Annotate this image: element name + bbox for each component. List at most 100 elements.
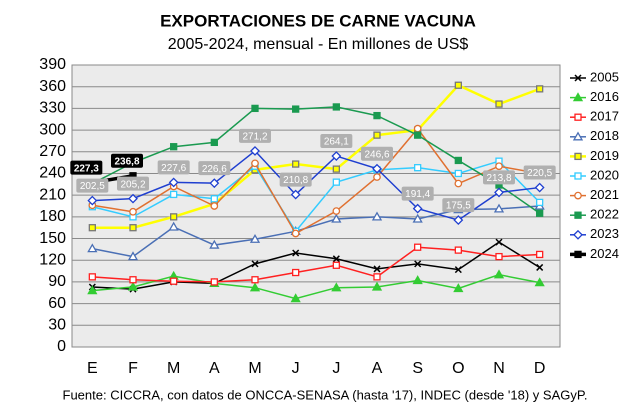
data-label: 226,6 <box>202 164 227 175</box>
data-label-box <box>442 198 475 213</box>
chart-subtitle: 2005-2024, mensual - En millones de US$ <box>168 36 469 53</box>
legend-label: 2022 <box>590 207 619 222</box>
marker <box>127 281 139 291</box>
x-tick-label: J <box>292 360 300 377</box>
marker <box>332 165 340 173</box>
data-label-box <box>70 160 103 175</box>
legend-label: 2005 <box>590 69 619 84</box>
x-tick-label: A <box>209 360 220 377</box>
data-label: 264,1 <box>324 137 349 148</box>
y-tick-label: 390 <box>39 56 66 73</box>
legend-label: 2017 <box>590 109 619 124</box>
marker <box>209 239 220 249</box>
marker <box>210 202 219 210</box>
marker <box>331 151 342 161</box>
marker <box>574 172 582 180</box>
x-tick-label: J <box>332 360 340 377</box>
marker <box>412 275 423 285</box>
marker <box>495 252 503 261</box>
marker <box>250 145 260 156</box>
marker <box>332 103 340 111</box>
marker <box>292 160 300 168</box>
marker <box>332 261 340 269</box>
marker <box>414 260 422 268</box>
marker <box>129 276 137 284</box>
marker <box>249 282 261 292</box>
marker <box>536 209 544 217</box>
marker <box>170 190 178 199</box>
marker <box>332 178 340 186</box>
y-tick-label: 30 <box>48 317 66 334</box>
marker <box>290 189 301 200</box>
data-label-box <box>117 176 149 191</box>
marker <box>454 179 463 188</box>
marker <box>536 263 544 271</box>
marker <box>332 255 340 263</box>
legend-label: 2018 <box>590 128 619 143</box>
marker <box>536 85 544 93</box>
data-label-box <box>157 160 190 175</box>
marker <box>414 131 422 139</box>
marker <box>373 273 381 281</box>
x-tick-label: E <box>87 360 98 377</box>
marker <box>332 207 341 215</box>
x-tick-label: O <box>452 360 464 377</box>
marker <box>574 191 582 200</box>
marker <box>292 268 300 277</box>
x-tick-label: F <box>128 360 138 377</box>
legend-label: 2020 <box>590 167 619 182</box>
x-tick-label: S <box>412 360 423 377</box>
data-label-box <box>401 186 434 201</box>
marker <box>371 281 383 291</box>
marker <box>574 211 582 219</box>
x-tick-label: D <box>534 360 546 377</box>
chart-title: EXPORTACIONES DE CARNE VACUNA <box>160 11 476 30</box>
data-label-box <box>361 146 393 161</box>
marker <box>414 243 422 251</box>
marker <box>494 187 504 198</box>
y-tick-label: 90 <box>48 273 66 290</box>
marker <box>536 198 544 207</box>
y-tick-label: 150 <box>39 230 66 247</box>
marker <box>88 224 96 232</box>
marker <box>495 238 503 246</box>
marker <box>373 173 381 181</box>
marker <box>372 163 382 174</box>
x-tick-label: M <box>167 360 180 377</box>
data-label: 205,2 <box>120 179 145 190</box>
marker <box>249 233 261 243</box>
marker <box>290 293 301 303</box>
marker <box>128 193 138 204</box>
marker <box>210 138 218 147</box>
marker <box>572 131 584 141</box>
marker <box>495 162 503 171</box>
y-tick-label: 360 <box>39 78 66 95</box>
data-label: 246,6 <box>364 149 389 160</box>
marker <box>453 283 464 293</box>
data-label-box <box>523 165 556 180</box>
marker <box>412 213 423 223</box>
data-label: 210,8 <box>283 175 308 186</box>
marker <box>251 260 259 268</box>
marker <box>454 169 462 178</box>
marker <box>88 273 96 281</box>
marker <box>493 203 505 213</box>
series-line <box>92 83 541 229</box>
marker <box>371 211 383 221</box>
marker <box>87 195 98 206</box>
marker <box>87 285 98 295</box>
marker <box>170 143 178 151</box>
marker <box>251 159 259 168</box>
series-line <box>92 241 541 290</box>
marker <box>534 182 545 193</box>
marker <box>209 178 220 189</box>
legend-label: 2023 <box>590 226 619 241</box>
data-label-box <box>111 153 143 168</box>
marker <box>574 74 582 82</box>
y-tick-label: 330 <box>39 100 66 117</box>
legend-label: 2021 <box>590 187 619 202</box>
marker <box>412 203 423 214</box>
x-tick-label: A <box>372 360 383 377</box>
data-label: 227,6 <box>161 163 186 174</box>
